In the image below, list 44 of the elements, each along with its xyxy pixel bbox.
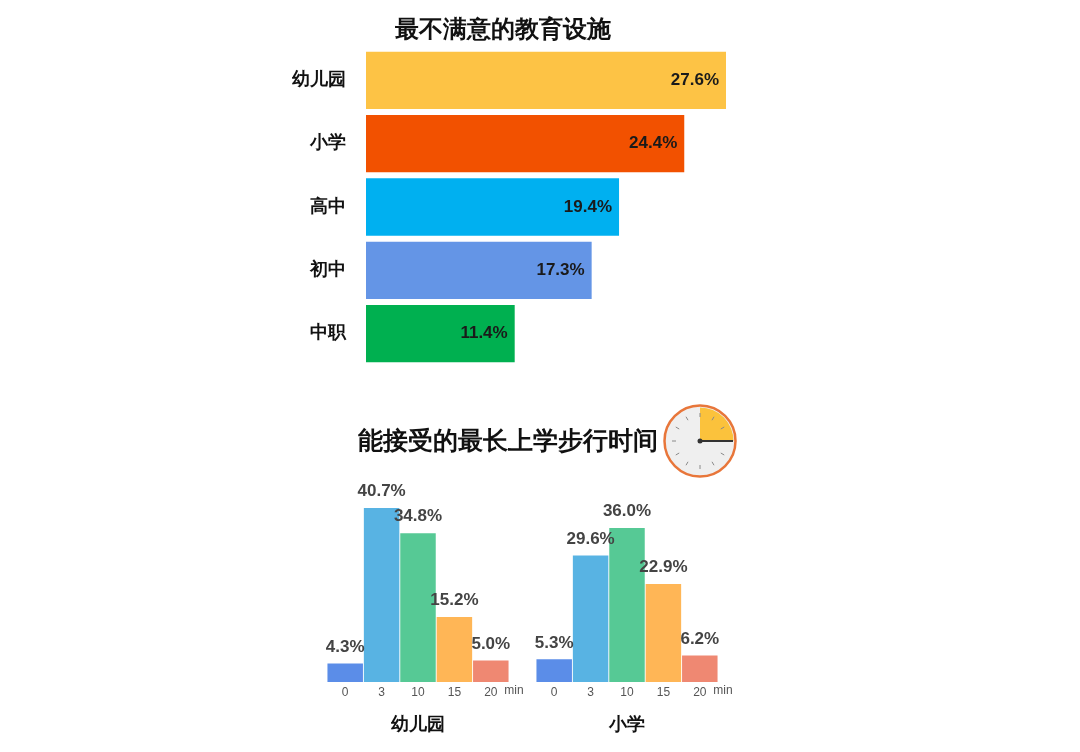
y-tick-label: 初中 [309,257,346,279]
data-label: 6.2% [680,628,720,648]
chart-title: 最不满意的教育设施 [394,14,611,43]
data-label: 4.3% [325,636,365,656]
x-tick-label: 3 [587,684,595,699]
y-tick-label: 高中 [310,194,346,216]
x-tick-label: 0 [550,684,558,699]
bar [682,655,718,682]
data-label: 36.0% [602,501,652,521]
data-label: 11.4% [460,323,508,343]
x-tick-label: 10 [620,684,634,699]
bar [436,617,473,682]
data-label: 5.0% [471,633,511,653]
x-tick-label: 20 [693,684,707,699]
bar [366,304,515,363]
y-tick-label: 中职 [310,321,347,343]
text: 幼儿园 [391,712,445,734]
x-tick-label: 3 [378,684,386,699]
bar [645,584,682,682]
text: 小学 [608,712,645,734]
x-axis-title: min [504,683,524,698]
data-label: 5.3% [534,632,574,652]
x-tick-label: 20 [484,684,498,699]
x-tick-label: 10 [411,684,425,699]
data-label: 24.4% [629,133,678,153]
x-tick-label: 15 [656,684,671,699]
y-tick-label: 小学 [309,131,346,153]
data-label: 27.6% [670,70,719,90]
x-tick-label: 0 [341,684,349,699]
bar [473,660,509,682]
bar [366,115,685,173]
data-label: 40.7% [357,481,406,501]
text: 能接受的最长上学步行时间 [357,425,659,457]
bar [572,555,609,682]
bar [366,178,620,236]
data-label: 19.4% [563,196,613,216]
y-tick-label: 幼儿园 [292,68,346,90]
x-tick-label: 15 [447,684,462,699]
bar [366,241,592,299]
x-axis-title: min [713,683,733,698]
data-label: 17.3% [536,259,585,279]
bar [366,51,726,110]
bar [327,663,363,682]
bar [536,659,572,682]
